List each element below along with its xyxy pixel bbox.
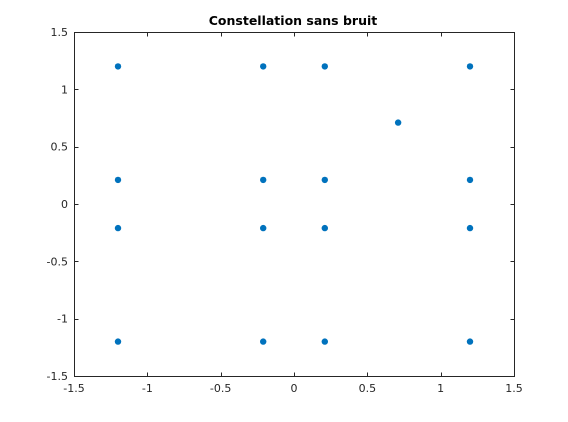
data-point	[322, 225, 328, 231]
data-point	[322, 338, 328, 344]
chart-title: Constellation sans bruit	[209, 13, 378, 28]
x-tick-label: 0	[291, 382, 298, 395]
x-tick-label: 0.5	[359, 382, 377, 395]
x-tick-label: -1	[142, 382, 153, 395]
data-point	[115, 63, 121, 69]
data-point	[115, 225, 121, 231]
data-point	[115, 177, 121, 183]
plot-area	[75, 33, 515, 377]
x-tick-label: 1.5	[505, 382, 523, 395]
y-tick-label: -0.5	[47, 255, 68, 268]
data-point	[467, 63, 473, 69]
data-point	[467, 177, 473, 183]
y-tick-label: -1	[57, 313, 68, 326]
x-tick-label: -1.5	[63, 382, 84, 395]
data-point	[260, 338, 266, 344]
data-point	[395, 119, 401, 125]
data-point	[260, 177, 266, 183]
x-tick-label: -0.5	[210, 382, 231, 395]
y-tick-label: -1.5	[47, 370, 68, 383]
data-point	[115, 338, 121, 344]
y-tick-label: 1.5	[51, 26, 69, 39]
data-point	[467, 225, 473, 231]
data-point	[260, 225, 266, 231]
y-tick-label: 0	[61, 198, 68, 211]
y-tick-label: 0.5	[51, 141, 69, 154]
data-point	[467, 338, 473, 344]
data-point	[322, 177, 328, 183]
data-point	[260, 63, 266, 69]
y-tick-label: 1	[61, 83, 68, 96]
data-point	[322, 63, 328, 69]
x-tick-label: 1	[437, 382, 444, 395]
